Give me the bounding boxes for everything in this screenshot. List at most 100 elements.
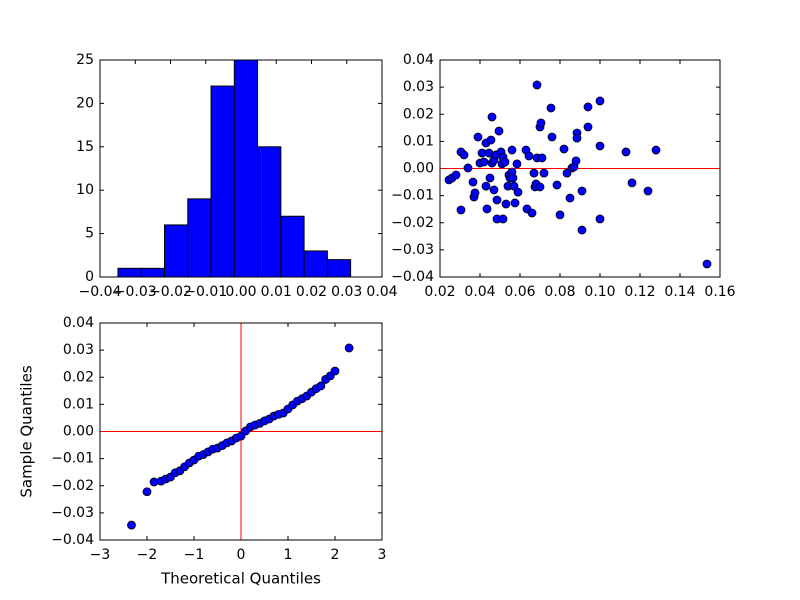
point [577, 186, 587, 196]
y-tick-label: 0.01 [403, 133, 434, 149]
point [524, 151, 534, 161]
point [583, 122, 593, 132]
y-tick-label: 10 [76, 182, 94, 198]
point [481, 181, 491, 191]
y-tick-label: 0.00 [403, 161, 434, 177]
point [595, 96, 605, 106]
point [621, 147, 631, 157]
x-tick-label: 0.04 [464, 284, 495, 300]
point [546, 103, 556, 113]
point [470, 188, 480, 198]
x-tick-label: 0.00 [225, 284, 256, 300]
x-tick-label: −3 [90, 547, 111, 563]
x-tick-label: 1 [284, 547, 293, 563]
y-tick-label: −0.02 [391, 215, 434, 231]
y-tick-label: −0.04 [51, 532, 94, 548]
point [539, 168, 549, 178]
point [500, 157, 510, 167]
point [316, 381, 326, 391]
y-tick-label: −0.01 [51, 451, 94, 467]
y-tick-label: 0.02 [403, 106, 434, 122]
point [627, 178, 637, 188]
y-tick-label: −0.03 [391, 242, 434, 258]
point [510, 198, 520, 208]
bar [280, 215, 305, 278]
axes-frame [99, 59, 383, 278]
point [479, 157, 489, 167]
axes-frame [439, 59, 721, 278]
y-tick-label: 5 [85, 226, 94, 242]
y-tick-label: 0.00 [63, 424, 94, 440]
y-axis-label: Sample Quantiles [18, 365, 36, 497]
x-tick-label: 0.10 [584, 284, 615, 300]
x-tick-label: 0.16 [704, 284, 735, 300]
point [142, 487, 152, 497]
point [547, 132, 557, 142]
point [456, 205, 466, 215]
x-tick-label: −0.01 [184, 284, 227, 300]
point [489, 185, 499, 195]
point [536, 118, 546, 128]
y-tick-label: 25 [76, 52, 94, 68]
x-tick-label: 3 [378, 547, 387, 563]
point [559, 144, 569, 154]
point [583, 102, 593, 112]
y-tick-label: −0.04 [391, 269, 434, 285]
y-tick-label: −0.01 [391, 188, 434, 204]
point [571, 156, 581, 166]
point [513, 187, 523, 197]
point [459, 150, 469, 160]
point [529, 168, 539, 178]
point [485, 173, 495, 183]
x-tick-label: 0.12 [624, 284, 655, 300]
x-tick-label: −2 [137, 547, 158, 563]
point [498, 214, 508, 224]
y-tick-label: 0.03 [63, 342, 94, 358]
x-tick-label: 0.02 [424, 284, 455, 300]
bar [303, 250, 328, 278]
y-tick-label: 20 [76, 95, 94, 111]
point [512, 159, 522, 169]
bar [117, 267, 142, 278]
x-tick-label: 0.04 [366, 284, 397, 300]
point [572, 133, 582, 143]
x-tick-label: −0.02 [149, 284, 192, 300]
point [555, 210, 565, 220]
x-tick-label: 0.01 [261, 284, 292, 300]
point [487, 112, 497, 122]
x-tick-label: 0.06 [504, 284, 535, 300]
point [508, 173, 518, 183]
y-tick-label: 0.04 [403, 52, 434, 68]
point [482, 204, 492, 214]
point [643, 186, 653, 196]
point [468, 177, 478, 187]
point [501, 199, 511, 209]
bar [257, 146, 282, 278]
point [532, 80, 542, 90]
x-tick-label: −0.04 [79, 284, 122, 300]
y-tick-label: 0.02 [63, 369, 94, 385]
point [552, 180, 562, 190]
point [565, 193, 575, 203]
bar [164, 224, 189, 278]
point [651, 145, 661, 155]
point [463, 163, 473, 173]
x-tick-label: 0.08 [544, 284, 575, 300]
point [527, 208, 537, 218]
y-tick-label: 0 [85, 269, 94, 285]
point [537, 153, 547, 163]
point [702, 259, 712, 269]
point [595, 214, 605, 224]
point [344, 343, 354, 353]
x-tick-label: 0.14 [664, 284, 695, 300]
x-tick-label: −1 [184, 547, 205, 563]
point [535, 182, 545, 192]
point [451, 170, 461, 180]
point [127, 520, 136, 530]
x-tick-label: 2 [331, 547, 340, 563]
y-tick-label: −0.03 [51, 505, 94, 521]
point [507, 145, 517, 155]
point [486, 135, 496, 145]
